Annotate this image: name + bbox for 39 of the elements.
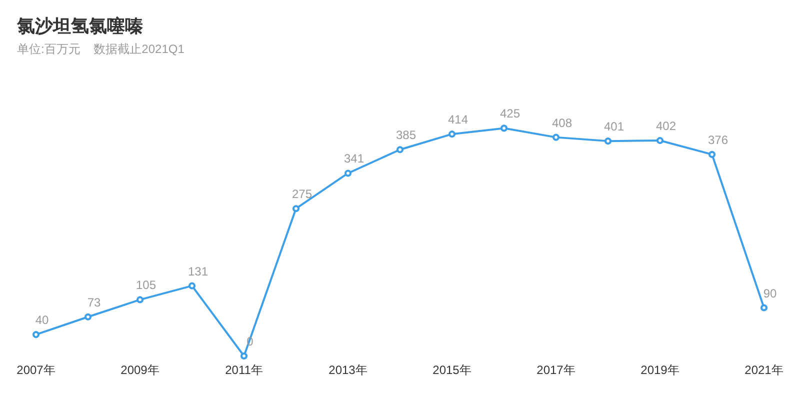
point: [552, 134, 560, 141]
x-tick-label: 2011年: [225, 363, 263, 377]
point: [240, 352, 248, 360]
data-label: 275: [292, 187, 312, 202]
point: [136, 296, 144, 304]
data-label: 401: [604, 120, 624, 134]
x-tick-label: 2019年: [640, 363, 680, 377]
point: [448, 130, 456, 138]
data-label: 408: [552, 116, 572, 130]
x-tick-label: 2017年: [536, 363, 576, 377]
data-label: 341: [344, 152, 364, 166]
point: [760, 304, 768, 312]
x-tick-label: 2021年: [744, 363, 784, 377]
data-label: 40: [35, 313, 49, 328]
chart-title: 氯沙坦氢氯噻嗪: [16, 16, 144, 36]
point: [708, 150, 716, 158]
point: [656, 137, 664, 144]
point: [500, 124, 508, 132]
point: [32, 331, 40, 338]
point: [344, 170, 352, 177]
x-tick-label: 2007年: [16, 363, 56, 377]
point: [84, 313, 92, 320]
chart-subtitle: 单位:百万元 数据截止2021Q1: [17, 42, 185, 56]
x-tick-label: 2009年: [120, 363, 160, 377]
data-label: 131: [188, 264, 208, 278]
data-label: 425: [500, 106, 520, 121]
point: [396, 146, 404, 154]
data-label: 376: [708, 132, 728, 147]
data-label: 414: [448, 112, 468, 127]
data-label: 105: [136, 278, 156, 292]
point: [188, 282, 196, 290]
x-tick-label: 2015年: [432, 363, 472, 377]
data-label: 90: [763, 286, 777, 300]
x-tick-label: 2013年: [328, 363, 368, 377]
data-label: 73: [87, 295, 101, 310]
point: [292, 205, 300, 212]
data-label: 402: [656, 119, 676, 134]
data-label: 385: [396, 128, 416, 142]
point: [604, 138, 612, 145]
